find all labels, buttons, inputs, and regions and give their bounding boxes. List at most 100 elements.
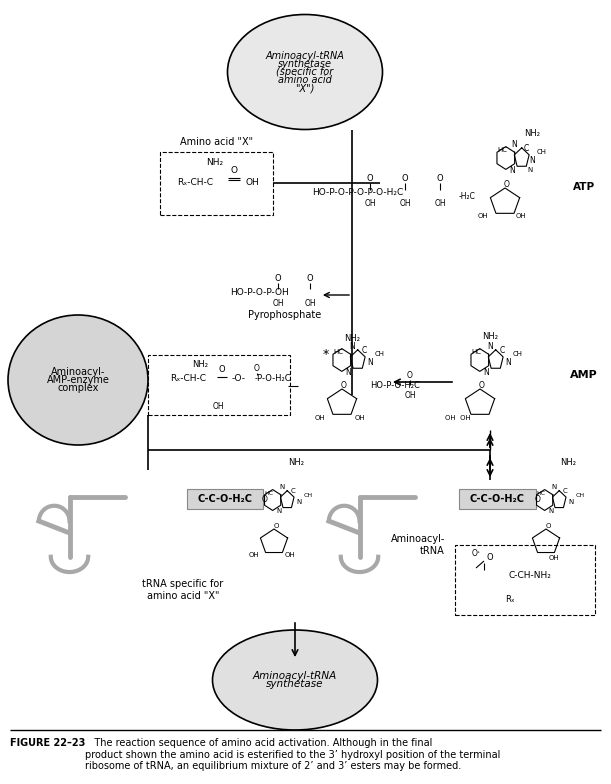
Text: NH₂: NH₂ <box>524 129 540 137</box>
Text: OH: OH <box>516 213 526 219</box>
Text: The reaction sequence of amino acid activation. Although in the final
product sh: The reaction sequence of amino acid acti… <box>85 738 500 771</box>
Text: N: N <box>511 140 517 148</box>
FancyBboxPatch shape <box>459 489 536 509</box>
Text: Amino acid "X": Amino acid "X" <box>180 137 254 147</box>
Text: N: N <box>549 508 554 514</box>
Text: Pyrophosphate: Pyrophosphate <box>248 310 321 320</box>
Text: CH: CH <box>304 492 313 498</box>
Text: AMP: AMP <box>570 370 598 380</box>
Text: OH: OH <box>549 555 559 561</box>
Text: N: N <box>509 165 515 175</box>
Text: C: C <box>524 143 529 153</box>
Text: synthetase: synthetase <box>266 680 324 689</box>
Text: N: N <box>349 342 355 350</box>
Text: N: N <box>551 484 557 490</box>
Text: "X"): "X") <box>295 83 315 93</box>
Text: O: O <box>275 274 281 282</box>
Ellipse shape <box>227 14 382 129</box>
Text: NH₂: NH₂ <box>560 458 576 466</box>
Text: HO-P-O-P-OH: HO-P-O-P-OH <box>230 288 289 296</box>
Text: CH: CH <box>537 149 547 155</box>
Text: OH: OH <box>304 299 316 307</box>
Text: O: O <box>487 553 493 561</box>
Text: Rₓ-CH-C: Rₓ-CH-C <box>177 177 213 187</box>
Text: OH  OH: OH OH <box>445 415 471 421</box>
Text: HC: HC <box>471 349 481 355</box>
Text: OH: OH <box>478 213 488 219</box>
Text: tRNA specific for
amino acid "X": tRNA specific for amino acid "X" <box>142 579 224 601</box>
Text: O: O <box>273 523 279 529</box>
Text: C: C <box>291 488 295 494</box>
Text: ATP: ATP <box>573 182 595 192</box>
Text: OH: OH <box>285 552 295 558</box>
Text: NH₂: NH₂ <box>288 458 304 466</box>
Text: (specific for: (specific for <box>276 67 334 77</box>
Text: C-C-O-H₂C: C-C-O-H₂C <box>469 494 524 504</box>
Text: O: O <box>437 173 444 183</box>
Text: N: N <box>367 358 373 366</box>
Text: O: O <box>230 165 238 175</box>
Text: HC: HC <box>536 491 546 495</box>
Text: N: N <box>276 508 282 514</box>
Text: O: O <box>401 173 408 183</box>
Text: N: N <box>483 368 489 376</box>
Text: N: N <box>279 484 285 490</box>
Text: N: N <box>487 342 493 350</box>
Text: O: O <box>504 180 510 188</box>
Text: Aminoacyl-tRNA: Aminoacyl-tRNA <box>253 670 337 681</box>
Text: NH₂: NH₂ <box>344 333 360 343</box>
Text: CH: CH <box>576 492 585 498</box>
Text: O: O <box>341 380 347 390</box>
Text: O: O <box>479 380 485 390</box>
Text: C-C-O-H₂C: C-C-O-H₂C <box>197 494 252 504</box>
Text: C: C <box>361 346 367 354</box>
Text: HO-P-O-H₂C: HO-P-O-H₂C <box>370 380 420 390</box>
Ellipse shape <box>213 630 378 730</box>
Ellipse shape <box>8 315 148 445</box>
Text: OH: OH <box>212 401 224 411</box>
Text: OH: OH <box>434 198 446 208</box>
Text: Aminoacyl-tRNA: Aminoacyl-tRNA <box>266 51 345 60</box>
Text: C: C <box>563 488 568 494</box>
Text: Aminoacyl-
tRNA: Aminoacyl- tRNA <box>390 534 445 556</box>
Text: O: O <box>535 495 541 503</box>
Text: FIGURE 22–23: FIGURE 22–23 <box>10 738 86 748</box>
Text: N: N <box>527 167 533 173</box>
Text: O: O <box>407 371 413 379</box>
Text: O: O <box>254 364 260 372</box>
Text: *: * <box>323 347 329 361</box>
Text: HO-P-O-P-O-P-O-H₂C: HO-P-O-P-O-P-O-H₂C <box>312 187 403 197</box>
Text: OH: OH <box>272 299 284 307</box>
Text: -H₂C: -H₂C <box>459 191 475 201</box>
Text: N: N <box>296 499 302 505</box>
Text: NH₂: NH₂ <box>207 158 224 166</box>
Text: -O-: -O- <box>232 373 246 383</box>
Text: O: O <box>545 523 551 529</box>
Text: C: C <box>499 346 505 354</box>
Text: C-CH-NH₂: C-CH-NH₂ <box>508 571 552 579</box>
Text: AMP-enzyme: AMP-enzyme <box>46 375 109 385</box>
Text: synthetase: synthetase <box>278 59 332 69</box>
Text: O: O <box>307 274 313 282</box>
FancyBboxPatch shape <box>187 489 263 509</box>
Text: N: N <box>505 358 511 366</box>
Text: NH₂: NH₂ <box>482 332 498 340</box>
Text: NH₂: NH₂ <box>192 360 208 368</box>
Text: OH: OH <box>245 177 259 187</box>
Text: OH: OH <box>364 198 376 208</box>
Text: O: O <box>219 365 225 373</box>
Text: Aminoacyl-: Aminoacyl- <box>51 367 105 377</box>
Text: -P-O-H₂C: -P-O-H₂C <box>255 373 291 383</box>
Text: OH: OH <box>249 552 259 558</box>
Text: OH: OH <box>355 415 365 421</box>
Text: OH: OH <box>315 415 325 421</box>
Text: CH: CH <box>513 351 523 357</box>
Text: CH: CH <box>375 351 385 357</box>
Text: N: N <box>568 499 574 505</box>
Text: HC: HC <box>265 491 274 495</box>
Text: OH: OH <box>399 198 411 208</box>
Text: O: O <box>367 173 373 183</box>
Text: Rₓ: Rₓ <box>505 596 515 604</box>
Text: complex: complex <box>57 383 99 394</box>
Text: Rₓ-CH-C: Rₓ-CH-C <box>170 373 206 383</box>
